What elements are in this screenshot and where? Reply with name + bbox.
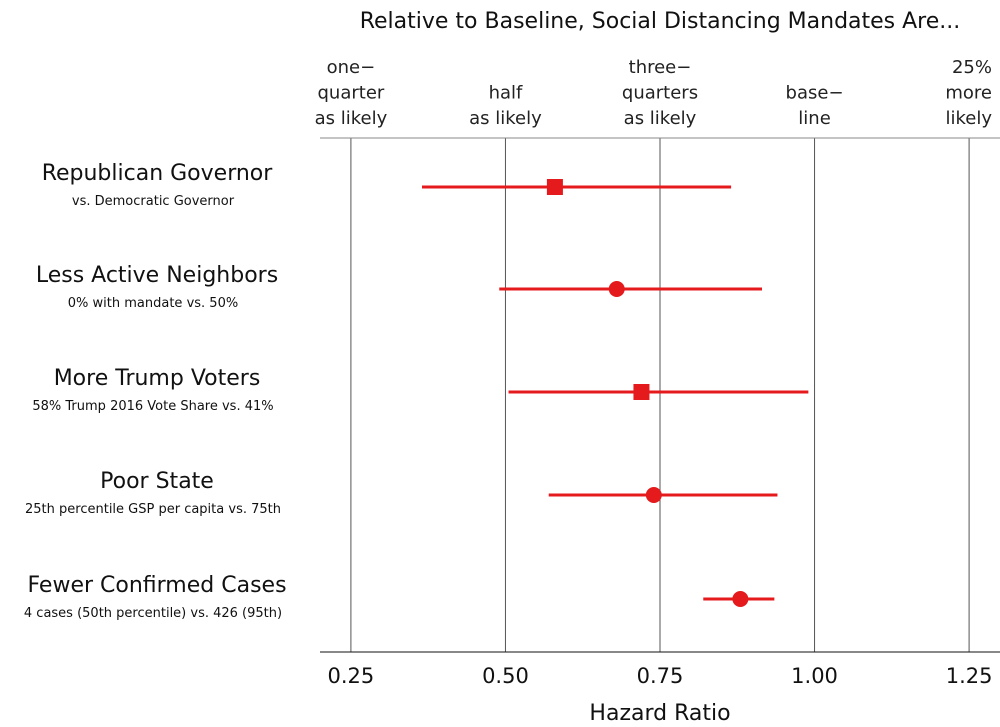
estimate-square-0 [546, 179, 563, 195]
top-label-0-line-1: quarter [318, 83, 385, 104]
row-sublabel-2: 58% Trump 2016 Vote Share vs. 41% [32, 399, 273, 414]
top-label-2-line-1: quarters [622, 83, 698, 104]
estimate-square-2 [633, 384, 650, 400]
row-labels: Republican Governor vs. Democratic Govern… [24, 161, 287, 621]
estimate-point-4 [732, 591, 749, 607]
x-tick-label-1: 0.50 [482, 664, 529, 688]
top-label-1-line-1: as likely [469, 108, 542, 129]
x-tick-label-0: 0.25 [328, 664, 375, 688]
x-tick-label-2: 0.75 [637, 664, 684, 688]
top-label-2: three− quarters as likely [622, 57, 698, 129]
row-sublabel-3: 25th percentile GSP per capita vs. 75th [25, 502, 281, 517]
x-tick-labels: 0.25 0.50 0.75 1.00 1.25 [328, 664, 993, 688]
x-tick-label-4: 1.25 [946, 664, 993, 688]
gridlines [350, 138, 970, 652]
top-labels: one− quarter as likely half as likely three− q… [315, 57, 993, 129]
top-label-3: base− line [786, 83, 844, 130]
estimate-point-3 [645, 487, 662, 503]
row-label-3: Poor State [100, 469, 214, 494]
x-axis-label: Hazard Ratio [589, 701, 730, 726]
top-label-4-line-1: more [945, 83, 992, 104]
top-label-1: half as likely [469, 83, 542, 130]
top-label-0-line-2: as likely [315, 108, 388, 129]
row-sublabel-1: 0% with mandate vs. 50% [68, 296, 238, 311]
estimate-marks [422, 179, 809, 607]
row-sublabel-4: 4 cases (50th percentile) vs. 426 (95th) [24, 606, 282, 621]
chart-title: Relative to Baseline, Social Distancing … [360, 9, 961, 34]
top-label-0: one− quarter as likely [315, 57, 388, 129]
top-label-2-line-0: three− [629, 57, 692, 78]
top-label-3-line-0: base− [786, 83, 844, 104]
top-label-0-line-0: one− [327, 57, 376, 78]
row-label-1: Less Active Neighbors [36, 263, 278, 288]
estimate-point-1 [608, 281, 625, 297]
top-label-4-line-0: 25% [952, 57, 992, 78]
row-sublabel-0: vs. Democratic Governor [72, 194, 235, 209]
top-label-4-line-2: likely [945, 108, 992, 129]
x-tick-label-3: 1.00 [791, 664, 838, 688]
top-label-2-line-2: as likely [624, 108, 697, 129]
axes [320, 137, 1000, 653]
top-label-4: 25% more likely [945, 57, 992, 129]
top-label-1-line-0: half [489, 83, 523, 104]
row-label-0: Republican Governor [42, 161, 274, 186]
row-label-2: More Trump Voters [54, 366, 261, 391]
row-label-4: Fewer Confirmed Cases [27, 573, 286, 598]
top-label-3-line-1: line [798, 108, 830, 129]
